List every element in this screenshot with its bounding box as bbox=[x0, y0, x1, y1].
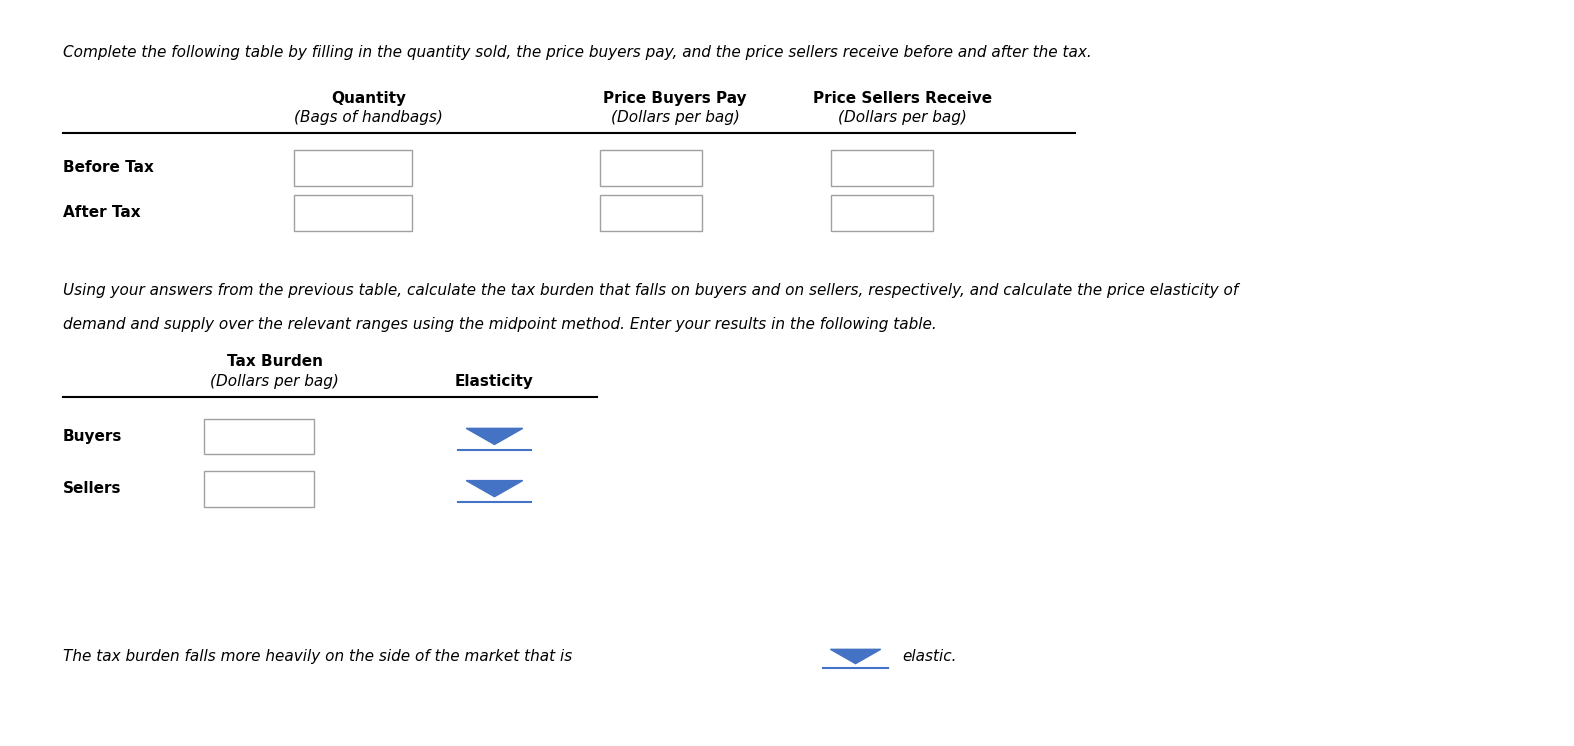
Text: (Dollars per bag): (Dollars per bag) bbox=[211, 374, 338, 389]
Text: After Tax: After Tax bbox=[63, 205, 140, 220]
Text: Complete the following table by filling in the quantity sold, the price buyers p: Complete the following table by filling … bbox=[63, 45, 1091, 60]
FancyBboxPatch shape bbox=[600, 150, 702, 186]
Text: Before Tax: Before Tax bbox=[63, 160, 154, 175]
Text: Using your answers from the previous table, calculate the tax burden that falls : Using your answers from the previous tab… bbox=[63, 283, 1239, 298]
Text: Buyers: Buyers bbox=[63, 429, 123, 444]
Text: demand and supply over the relevant ranges using the midpoint method. Enter your: demand and supply over the relevant rang… bbox=[63, 317, 937, 332]
Text: (Dollars per bag): (Dollars per bag) bbox=[839, 110, 966, 125]
Text: Tax Burden: Tax Burden bbox=[227, 354, 323, 369]
Text: Quantity: Quantity bbox=[332, 91, 406, 106]
Text: elastic.: elastic. bbox=[902, 649, 957, 664]
Text: The tax burden falls more heavily on the side of the market that is: The tax burden falls more heavily on the… bbox=[63, 649, 571, 664]
Polygon shape bbox=[831, 649, 881, 664]
Text: Sellers: Sellers bbox=[63, 481, 121, 496]
FancyBboxPatch shape bbox=[205, 471, 313, 507]
FancyBboxPatch shape bbox=[831, 150, 933, 186]
Text: Elasticity: Elasticity bbox=[455, 374, 534, 389]
Polygon shape bbox=[466, 480, 523, 497]
FancyBboxPatch shape bbox=[205, 419, 313, 454]
Text: Price Buyers Pay: Price Buyers Pay bbox=[603, 91, 746, 106]
Polygon shape bbox=[466, 428, 523, 445]
Text: (Dollars per bag): (Dollars per bag) bbox=[611, 110, 740, 125]
FancyBboxPatch shape bbox=[600, 195, 702, 231]
Text: Price Sellers Receive: Price Sellers Receive bbox=[814, 91, 992, 106]
FancyBboxPatch shape bbox=[831, 195, 933, 231]
FancyBboxPatch shape bbox=[294, 195, 412, 231]
Text: (Bags of handbags): (Bags of handbags) bbox=[294, 110, 444, 125]
FancyBboxPatch shape bbox=[294, 150, 412, 186]
